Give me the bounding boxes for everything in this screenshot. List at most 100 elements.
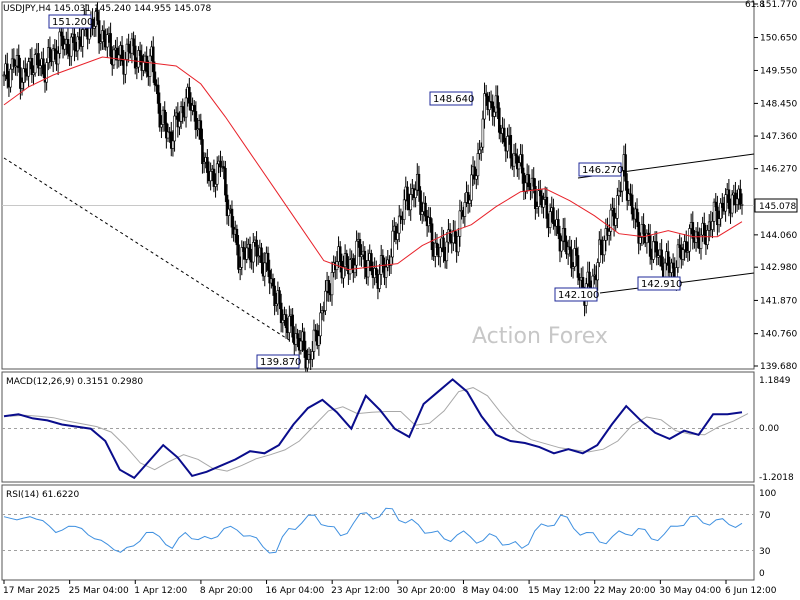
price-tick-label: 150.650 [760, 34, 797, 44]
candle [348, 248, 352, 281]
candle [196, 118, 199, 137]
candle [563, 217, 567, 252]
candle [288, 305, 291, 342]
candle [716, 195, 719, 236]
candle [660, 239, 663, 271]
candle [481, 110, 485, 154]
candle [109, 22, 112, 64]
candle [127, 33, 130, 63]
candle [639, 232, 642, 251]
rsi-panel-frame [1, 484, 755, 581]
candle [235, 224, 239, 256]
candle [476, 142, 480, 186]
candle [166, 123, 170, 143]
candle [473, 160, 476, 185]
candle [516, 148, 519, 177]
candle [212, 159, 216, 193]
candle [378, 264, 381, 293]
candle [686, 241, 690, 262]
time-tick-label: 16 Apr 04:00 [266, 586, 325, 596]
candle [452, 220, 455, 252]
candle [537, 180, 540, 217]
candle [384, 256, 388, 289]
candle [311, 341, 314, 368]
candle [727, 179, 731, 217]
candle [399, 208, 403, 225]
candle [53, 39, 57, 60]
price-callouts: 151.200 139.870 148.640 146.270 142.100 … [48, 14, 682, 369]
candle [619, 181, 622, 197]
candle [374, 260, 378, 284]
candle [429, 207, 432, 233]
time-tick-label: 22 May 20:00 [594, 586, 656, 596]
candle [475, 168, 478, 190]
candle [620, 166, 624, 203]
svg-text:142.100: 142.100 [558, 290, 599, 301]
candle [548, 203, 552, 234]
candle [51, 44, 55, 73]
candle [538, 179, 542, 205]
candle [106, 28, 109, 58]
candle [573, 240, 577, 272]
candle [179, 101, 183, 130]
candle [194, 101, 198, 139]
candle [470, 164, 473, 207]
candle [201, 128, 204, 174]
candle [42, 47, 45, 79]
candlesticks [2, 2, 744, 379]
candle [560, 235, 563, 258]
candle [202, 152, 206, 174]
candle [678, 234, 681, 258]
candle [409, 183, 413, 221]
candle [652, 235, 655, 264]
candle [370, 249, 373, 276]
candle [304, 340, 308, 377]
candle [319, 303, 322, 345]
candle [488, 91, 491, 121]
candle [173, 109, 176, 152]
candle [199, 113, 203, 145]
candle [479, 142, 483, 161]
candle [225, 184, 229, 225]
candle [642, 213, 645, 245]
candle [230, 200, 234, 239]
candle [468, 194, 472, 213]
candle [102, 20, 106, 50]
price-tick-label: 140.760 [760, 330, 797, 340]
candle [178, 111, 181, 136]
svg-text:142.910: 142.910 [641, 279, 682, 290]
candle [224, 160, 227, 202]
watermark: Action Forex [472, 324, 608, 349]
candle [33, 48, 37, 77]
time-tick-label: 23 Apr 12:00 [331, 586, 390, 596]
candle [735, 189, 739, 212]
candle [502, 118, 506, 147]
candle [296, 328, 299, 348]
candle [645, 229, 649, 254]
candle [414, 181, 417, 208]
candle [66, 28, 70, 60]
candle [165, 111, 168, 149]
rsi-tick-0: 0 [759, 569, 765, 579]
candle [181, 98, 185, 124]
candle [317, 324, 321, 356]
candle [61, 25, 65, 59]
candle [137, 46, 140, 73]
candle [624, 143, 627, 191]
time-tick-label: 25 Mar 04:00 [69, 586, 129, 596]
candle [493, 106, 496, 127]
candle [534, 178, 537, 220]
candle [360, 244, 363, 267]
candle [238, 256, 242, 281]
price-tick-label: 151.770 [760, 0, 797, 10]
candle [484, 84, 488, 106]
candle [274, 292, 278, 312]
candle [14, 59, 17, 76]
candle [655, 231, 659, 266]
candle [17, 44, 21, 73]
candle [566, 239, 570, 265]
candle [445, 231, 449, 269]
candle [115, 37, 119, 69]
candle [520, 144, 524, 184]
candle [2, 71, 6, 87]
